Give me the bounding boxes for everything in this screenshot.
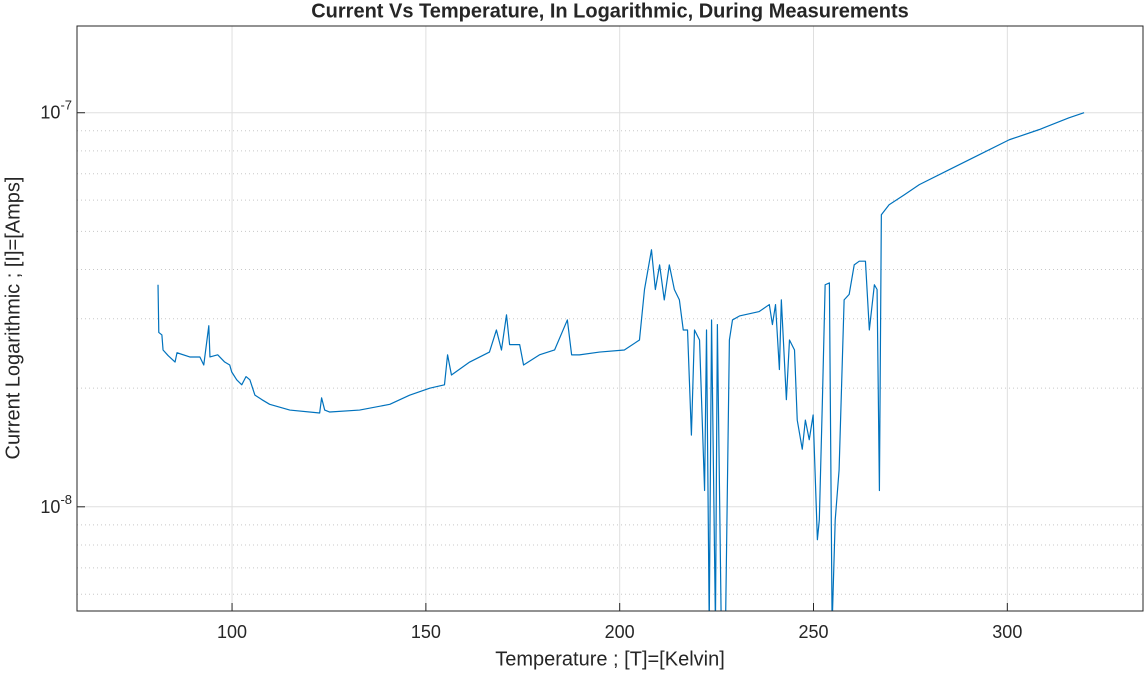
x-tick-label: 100: [217, 622, 247, 642]
x-tick-label: 200: [605, 622, 635, 642]
y-tick-base: 10: [40, 103, 60, 123]
chart-title: Current Vs Temperature, In Logarithmic, …: [311, 0, 909, 22]
x-tick-label: 300: [992, 622, 1022, 642]
x-tick-label: 150: [411, 622, 441, 642]
x-axis-label: Temperature ; [T]=[Kelvin]: [495, 648, 725, 670]
data-line: [157, 112, 1085, 611]
x-tick-label: 250: [798, 622, 828, 642]
y-tick-label: 10-8: [40, 492, 72, 517]
plot-lines: [157, 112, 1085, 611]
y-tick-base: 10: [40, 497, 60, 517]
y-tick-label: 10-7: [40, 98, 72, 123]
y-axis-label: Current Logarithmic ; [I]=[Amps]: [2, 177, 24, 460]
grid: [77, 26, 1143, 611]
y-tick-exponent: -7: [60, 98, 72, 113]
axes-box: [76, 25, 1144, 612]
y-tick-exponent: -8: [60, 492, 72, 507]
